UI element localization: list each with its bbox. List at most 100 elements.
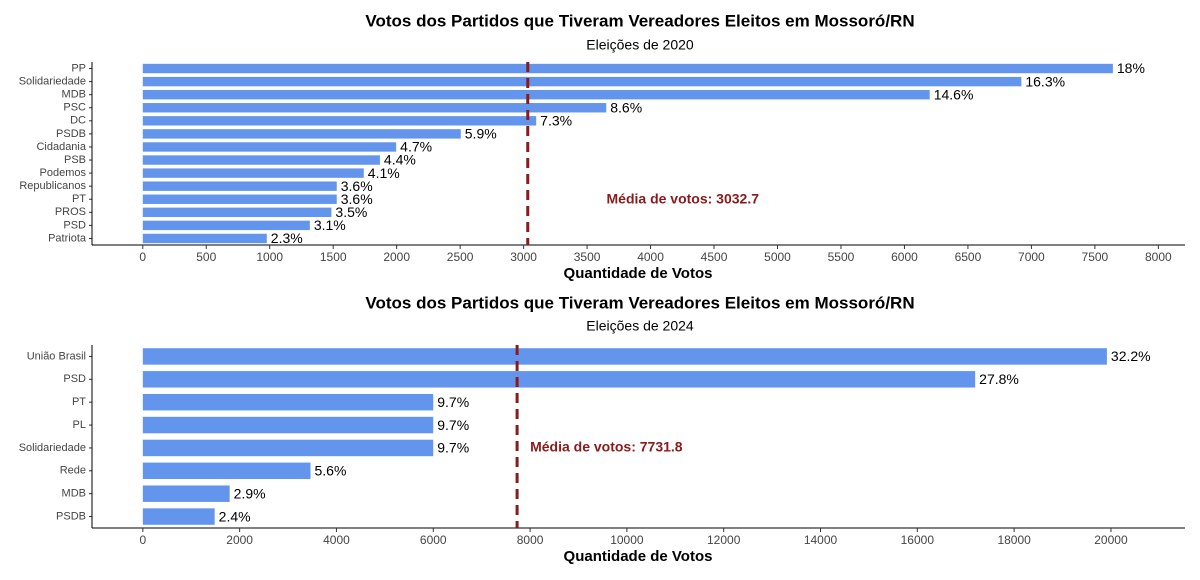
bar — [142, 485, 230, 502]
bar — [142, 155, 380, 165]
y-tick-label: PL — [73, 419, 86, 431]
y-tick-label: PSC — [63, 102, 86, 114]
x-tick-label: 2500 — [447, 250, 474, 264]
bar — [142, 103, 607, 113]
chart-subtitle: Eleições de 2020 — [586, 37, 694, 53]
x-tick-label: 0 — [139, 250, 146, 264]
x-tick-label: 2000 — [383, 250, 410, 264]
value-label: 7.3% — [540, 113, 572, 129]
x-tick-label: 6500 — [955, 250, 982, 264]
x-tick-label: 3500 — [574, 250, 601, 264]
x-tick-label: 10000 — [610, 533, 644, 547]
x-tick-label: 5000 — [764, 250, 791, 264]
chart-title: Votos dos Partidos que Tiveram Vereadore… — [365, 293, 914, 312]
y-tick-label: PSB — [64, 154, 86, 166]
x-tick-label: 7000 — [1018, 250, 1045, 264]
bar — [142, 207, 332, 218]
y-tick-label: Republicanos — [19, 180, 86, 192]
x-tick-label: 18000 — [997, 533, 1031, 547]
bar — [142, 168, 364, 178]
bar — [142, 416, 434, 434]
value-label: 4.4% — [384, 152, 416, 168]
bar — [142, 116, 537, 126]
y-tick-label: Patriota — [48, 232, 87, 244]
y-tick-label: PP — [71, 62, 86, 74]
x-tick-label: 14000 — [804, 533, 838, 547]
x-tick-label: 1000 — [256, 250, 283, 264]
x-tick-label: 3000 — [510, 250, 537, 264]
bar — [142, 508, 215, 525]
bar — [142, 194, 337, 204]
x-tick-label: 6000 — [420, 533, 447, 547]
x-tick-label: 1500 — [320, 250, 347, 264]
x-tick-label: 5500 — [828, 250, 855, 264]
value-label: 2.3% — [271, 230, 303, 246]
y-tick-label: PT — [72, 396, 86, 408]
x-tick-label: 12000 — [707, 533, 741, 547]
value-label: 3.6% — [341, 191, 373, 207]
bar — [142, 129, 461, 139]
value-label: 27.8% — [979, 371, 1019, 387]
x-tick-label: 2000 — [226, 533, 253, 547]
value-label: 5.6% — [315, 463, 347, 479]
y-tick-label: Cidadania — [36, 141, 86, 153]
value-label: 9.7% — [437, 394, 469, 410]
y-tick-label: Solidariedade — [19, 442, 86, 454]
value-label: 9.7% — [437, 440, 469, 456]
value-label: 3.5% — [335, 204, 367, 220]
value-label: 32.2% — [1111, 348, 1151, 364]
value-label: 4.1% — [368, 165, 400, 181]
x-tick-label: 6000 — [891, 250, 918, 264]
x-tick-label: 0 — [139, 533, 146, 547]
y-tick-label: PT — [72, 193, 86, 205]
y-tick-label: PSD — [63, 219, 86, 231]
x-tick-label: 16000 — [901, 533, 935, 547]
bar — [142, 220, 310, 231]
y-tick-label: PROS — [55, 206, 86, 218]
value-label: 2.9% — [234, 485, 266, 501]
bar — [142, 233, 267, 244]
y-tick-label: Solidariedade — [19, 76, 86, 88]
bar — [142, 371, 976, 388]
bar — [142, 63, 1113, 74]
y-tick-label: PSDB — [56, 510, 86, 522]
x-tick-label: 4000 — [323, 533, 350, 547]
x-tick-label: 4000 — [637, 250, 664, 264]
mean-annotation: Média de votos: 3032.7 — [607, 191, 760, 207]
bar — [142, 76, 1022, 87]
y-tick-label: Podemos — [40, 167, 87, 179]
value-label: 9.7% — [437, 417, 469, 433]
y-tick-label: MDB — [62, 488, 86, 500]
value-label: 5.9% — [465, 126, 497, 142]
bar — [142, 393, 434, 411]
y-tick-label: MDB — [62, 89, 86, 101]
x-tick-label: 8000 — [1145, 250, 1172, 264]
value-label: 8.6% — [610, 99, 642, 115]
value-label: 2.4% — [219, 508, 251, 524]
x-axis-title: Quantidade de Votos — [564, 548, 713, 565]
x-tick-label: 8000 — [517, 533, 544, 547]
value-label: 3.6% — [341, 178, 373, 194]
x-tick-label: 4500 — [701, 250, 728, 264]
bar — [142, 348, 1107, 365]
bar — [142, 181, 337, 191]
chart-title: Votos dos Partidos que Tiveram Vereadore… — [365, 11, 914, 30]
y-tick-label: PSDB — [56, 128, 86, 140]
x-tick-label: 20000 — [1094, 533, 1128, 547]
chart-subtitle: Eleições de 2024 — [586, 318, 694, 334]
y-tick-label: DC — [70, 115, 86, 127]
x-tick-label: 500 — [196, 250, 216, 264]
x-axis-title: Quantidade de Votos — [564, 265, 713, 282]
y-tick-label: Rede — [60, 465, 86, 477]
value-label: 14.6% — [934, 86, 974, 102]
y-tick-label: União Brasil — [27, 350, 86, 362]
bar — [142, 462, 311, 480]
value-label: 4.7% — [400, 139, 432, 155]
x-tick-label: 7500 — [1082, 250, 1109, 264]
value-label: 16.3% — [1025, 73, 1065, 89]
mean-annotation: Média de votos: 7731.8 — [530, 439, 683, 455]
y-tick-label: PSD — [63, 373, 86, 385]
value-label: 18% — [1117, 60, 1145, 76]
bar — [142, 142, 397, 152]
